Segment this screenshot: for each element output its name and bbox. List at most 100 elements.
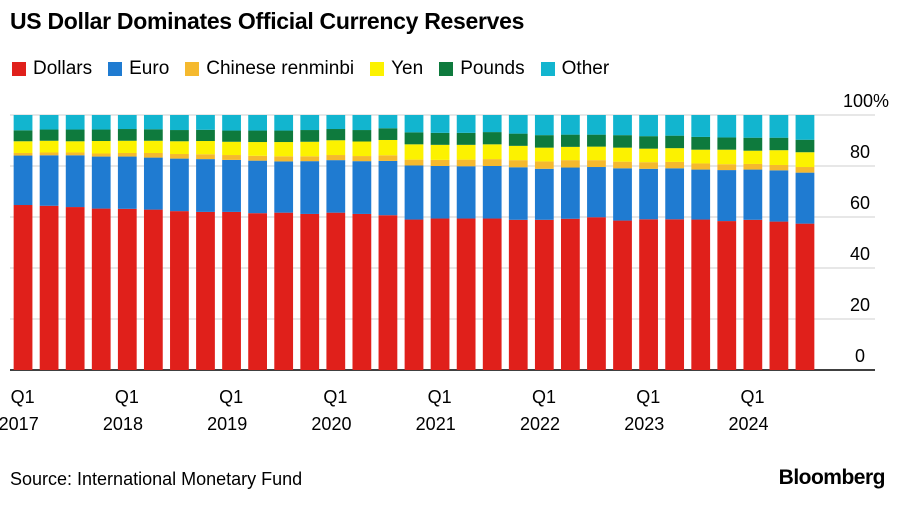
- y-tick-label: 0: [855, 346, 865, 366]
- bar-segment-dollars: [665, 219, 685, 370]
- bar-segment-chinese-renminbi: [170, 154, 189, 159]
- bar-segment-euro: [352, 161, 372, 214]
- bar-segment-euro: [561, 167, 580, 219]
- bar-segment-chinese-renminbi: [795, 167, 815, 173]
- bar-segment-chinese-renminbi: [613, 161, 632, 169]
- bar-segment-dollars: [65, 207, 85, 370]
- bar-segment-yen: [352, 141, 372, 157]
- bar-segment-chinese-renminbi: [743, 163, 763, 170]
- bar-segment-euro: [65, 155, 85, 208]
- bar-segment-chinese-renminbi: [482, 159, 502, 166]
- bar-segment-pounds: [639, 136, 658, 149]
- bar-segment-dollars: [691, 219, 711, 370]
- x-tick-quarter: Q1: [428, 387, 452, 407]
- legend-item-euro: Euro: [108, 58, 169, 80]
- bar-segment-euro: [196, 159, 215, 212]
- legend-label: Chinese renminbi: [206, 58, 355, 79]
- bar-segment-euro: [795, 172, 815, 224]
- legend-item-dollars: Dollars: [12, 58, 92, 80]
- bar-segment-pounds: [91, 129, 111, 142]
- bar-segment-yen: [326, 140, 346, 156]
- bar-segment-chinese-renminbi: [65, 152, 85, 156]
- bar-segment-yen: [430, 144, 450, 160]
- legend-label: Yen: [391, 58, 424, 79]
- legend-swatch: [185, 62, 200, 76]
- bar-segment-yen: [39, 140, 59, 153]
- bar-segment-pounds: [196, 129, 215, 142]
- bar-segment-chinese-renminbi: [300, 156, 320, 162]
- bar-segment-dollars: [482, 218, 502, 370]
- bar-segment-dollars: [143, 209, 163, 370]
- bar-segment-yen: [143, 140, 163, 153]
- bar-segment-other: [743, 115, 763, 138]
- bar-segment-other: [352, 115, 372, 131]
- bar-segment-yen: [639, 148, 658, 163]
- bar-segment-other: [769, 115, 789, 138]
- stacked-bar-chart: 0 20 40 60 80 100% Q1 2017 Q1 2018 Q1 2019 Q1 2020 Q1 2…: [0, 91, 889, 434]
- x-tick-quarter: Q1: [636, 387, 660, 407]
- bar-segment-pounds: [248, 130, 267, 143]
- bar-segment-chinese-renminbi: [352, 156, 372, 162]
- bar-segment-dollars: [326, 212, 346, 370]
- bar-segment-other: [300, 115, 320, 131]
- bar-segment-other: [430, 115, 450, 133]
- bar-segment-yen: [534, 147, 554, 162]
- bar-segment-dollars: [117, 208, 137, 370]
- bar-segment-pounds: [143, 129, 163, 141]
- y-tick-label: 80: [850, 142, 870, 162]
- x-tick-year: 2017: [0, 414, 39, 434]
- bar-segment-chinese-renminbi: [143, 153, 163, 158]
- x-tick-year: 2019: [207, 414, 247, 434]
- bar-segment-pounds: [65, 129, 85, 142]
- bar-segment-other: [404, 115, 424, 133]
- bar-segment-dollars: [196, 211, 215, 370]
- bar-segment-other: [534, 115, 554, 136]
- bar-segment-chinese-renminbi: [117, 152, 137, 157]
- bar-segment-pounds: [769, 137, 789, 151]
- bar-segment-dollars: [91, 208, 111, 370]
- bar-segment-other: [248, 115, 267, 131]
- bar-segment-yen: [248, 142, 267, 156]
- bar-segment-other: [587, 115, 606, 135]
- bar-segment-euro: [639, 168, 658, 220]
- bar-segment-euro: [691, 169, 711, 220]
- bar-segment-yen: [717, 149, 737, 165]
- bar-segment-chinese-renminbi: [769, 164, 789, 171]
- bar-segment-dollars: [39, 205, 59, 370]
- bar-segment-pounds: [795, 139, 815, 153]
- x-tick-quarter: Q1: [532, 387, 556, 407]
- bar-segment-euro: [378, 160, 398, 216]
- bar-segment-other: [65, 115, 85, 130]
- bar-segment-pounds: [456, 132, 476, 145]
- legend-swatch: [370, 62, 385, 76]
- bar-segment-euro: [274, 161, 294, 213]
- bar-segment-dollars: [508, 219, 528, 370]
- bar-segment-dollars: [248, 213, 267, 370]
- bar-segment-chinese-renminbi: [561, 160, 580, 168]
- x-tick-year: 2018: [103, 414, 143, 434]
- bar-segment-chinese-renminbi: [378, 155, 398, 161]
- bar-segment-euro: [117, 156, 137, 209]
- bar-segment-other: [196, 115, 215, 130]
- bar-segment-other: [170, 115, 189, 131]
- bar-segment-yen: [769, 150, 789, 165]
- x-tick-quarter: Q1: [115, 387, 139, 407]
- bar-segment-chinese-renminbi: [404, 159, 424, 166]
- bar-segment-chinese-renminbi: [691, 163, 711, 170]
- bar-segment-yen: [613, 147, 632, 162]
- bar-segment-euro: [39, 155, 59, 206]
- bar-segment-dollars: [639, 219, 658, 370]
- bar-segment-euro: [769, 170, 789, 222]
- bar-segment-yen: [665, 148, 685, 162]
- bar-segment-pounds: [352, 130, 372, 142]
- x-tick-quarter: Q1: [323, 387, 347, 407]
- bar-segment-euro: [717, 170, 737, 222]
- bar-segment-yen: [508, 145, 528, 161]
- bar-segment-chinese-renminbi: [222, 155, 241, 160]
- bar-segment-chinese-renminbi: [456, 159, 476, 167]
- bar-segment-dollars: [170, 211, 189, 370]
- bar-segment-chinese-renminbi: [534, 161, 554, 169]
- bar-segment-euro: [613, 168, 632, 221]
- bar-segment-yen: [300, 141, 320, 157]
- bar-segment-other: [508, 115, 528, 134]
